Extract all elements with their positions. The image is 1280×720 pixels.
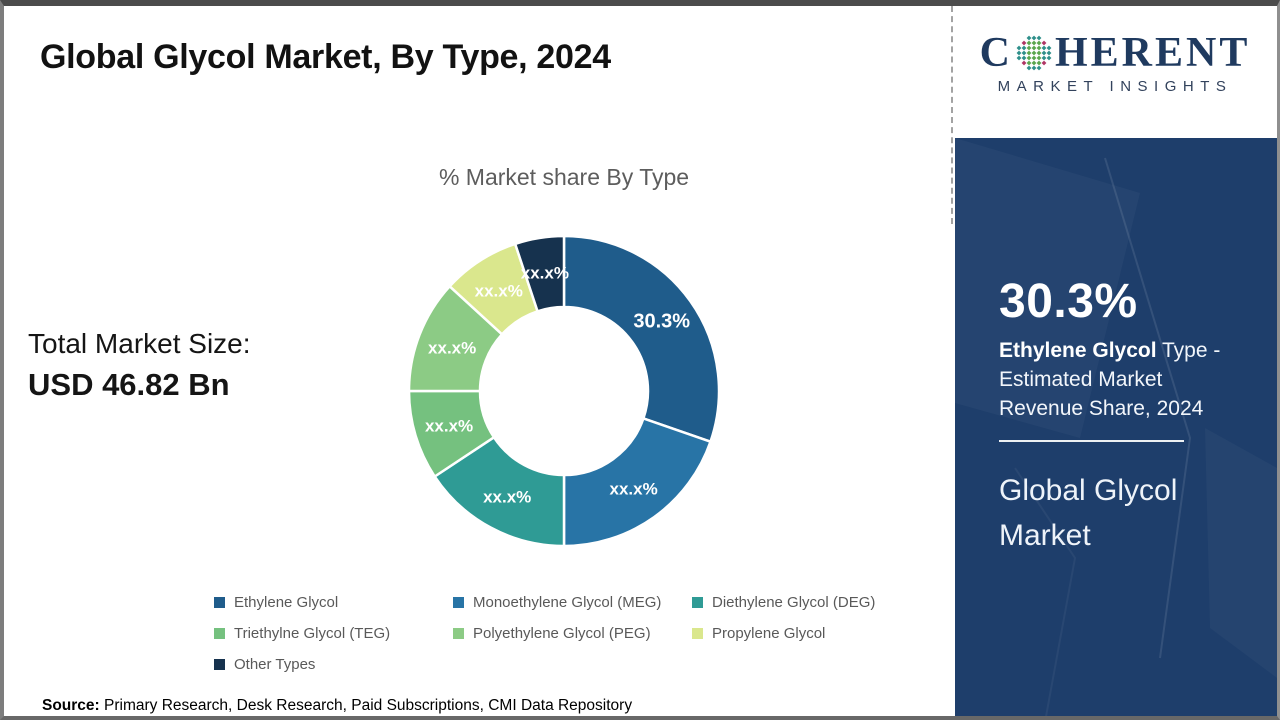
globe-dot <box>1041 45 1047 51</box>
donut-segment <box>562 234 721 443</box>
donut-segment-label: xx.x% <box>483 488 531 507</box>
globe-dot <box>1026 40 1032 46</box>
globe-dot <box>1031 65 1037 71</box>
donut-segment-label: 30.3% <box>633 310 690 332</box>
brand-logo-wordmark: C HERENT <box>953 32 1277 74</box>
brand-globe-icon <box>1016 35 1052 71</box>
globe-dot <box>1016 45 1022 51</box>
globe-dot <box>1021 60 1027 66</box>
legend-label: Diethylene Glycol (DEG) <box>712 593 876 611</box>
legend-swatch-icon <box>214 627 225 639</box>
legend-swatch-icon <box>453 596 464 608</box>
legend-swatch-icon <box>214 596 225 608</box>
globe-dot <box>1026 60 1032 66</box>
globe-dot <box>1036 50 1042 56</box>
globe-dot <box>1021 45 1027 51</box>
globe-dot <box>1021 40 1027 46</box>
legend-label: Triethylne Glycol (TEG) <box>234 624 391 642</box>
globe-dot <box>1036 35 1042 41</box>
globe-dot <box>1036 65 1042 71</box>
legend-swatch-icon <box>692 627 703 639</box>
brand-logo-letter-c: C <box>979 30 1013 76</box>
donut-chart-svg: 30.3%xx.x%xx.x%xx.x%xx.x%xx.x%xx.x% <box>407 234 721 548</box>
globe-dot <box>1036 45 1042 51</box>
globe-dot <box>1041 50 1047 56</box>
market-name: Global Glycol Market <box>999 473 1178 552</box>
legend-label: Polyethylene Glycol (PEG) <box>473 624 651 642</box>
donut-segment-label: xx.x% <box>425 417 473 436</box>
total-market-size-block: Total Market Size: USD 46.82 Bn <box>28 328 251 403</box>
legend-item: Monoethylene Glycol (MEG) <box>453 591 692 613</box>
highlight-stat-segment-name: Ethylene Glycol <box>999 339 1157 362</box>
globe-dot <box>1026 35 1032 41</box>
globe-dot <box>1036 40 1042 46</box>
globe-dot <box>1036 60 1042 66</box>
legend-item: Other Types <box>214 653 453 675</box>
sidebar-dashed-divider <box>951 6 953 224</box>
globe-dot <box>1031 35 1037 41</box>
legend-label: Other Types <box>234 655 316 673</box>
globe-dot <box>1041 55 1047 61</box>
main-content: Global Glycol Market, By Type, 2024 % Ma… <box>4 6 951 716</box>
legend-label: Monoethylene Glycol (MEG) <box>473 593 662 611</box>
donut-segment-label: xx.x% <box>610 480 658 499</box>
source-line: Source: Primary Research, Desk Research,… <box>42 697 632 715</box>
donut-segment <box>562 417 712 548</box>
globe-dot <box>1026 65 1032 71</box>
page-title: Global Glycol Market, By Type, 2024 <box>40 38 611 76</box>
globe-dot <box>1046 45 1052 51</box>
highlight-stat-suffix: Type - Estimated Market Revenue Share, 2… <box>999 339 1221 420</box>
brand-logo-subtitle: MARKET INSIGHTS <box>997 78 1233 95</box>
legend-swatch-icon <box>214 658 225 670</box>
globe-dot <box>1021 50 1027 56</box>
donut-segment-label: xx.x% <box>428 339 476 358</box>
globe-dot <box>1046 55 1052 61</box>
legend-item: Triethylne Glycol (TEG) <box>214 622 453 644</box>
globe-dot <box>1031 45 1037 51</box>
source-label: Source: <box>42 697 100 714</box>
globe-dot <box>1016 55 1022 61</box>
globe-dot <box>1021 55 1027 61</box>
legend-item: Polyethylene Glycol (PEG) <box>453 622 692 644</box>
highlight-stat-description: Ethylene Glycol Type - Estimated Market … <box>999 337 1241 424</box>
globe-dot <box>1031 60 1037 66</box>
legend-label: Ethylene Glycol <box>234 593 339 611</box>
map-texture-decoration <box>1014 157 1192 716</box>
highlight-stat-value: 30.3% <box>999 275 1138 328</box>
total-market-size-label: Total Market Size: <box>28 328 251 359</box>
globe-dot <box>1036 55 1042 61</box>
brand-logo-word-rest: HERENT <box>1054 30 1251 76</box>
legend-swatch-icon <box>453 627 464 639</box>
sidebar: C HERENT MARKET INSIGHTS 30.3% Ethylene … <box>951 6 1277 716</box>
chart-title: % Market share By Type <box>438 164 690 190</box>
sidebar-content: 30.3% Ethylene Glycol Type - Estimated M… <box>955 138 1277 558</box>
globe-dot <box>1026 45 1032 51</box>
sidebar-panel: 30.3% Ethylene Glycol Type - Estimated M… <box>955 138 1277 716</box>
globe-dot <box>1026 50 1032 56</box>
donut-segment <box>513 234 566 313</box>
globe-dot <box>1016 50 1022 56</box>
globe-dot <box>1031 55 1037 61</box>
globe-dot <box>1041 60 1047 66</box>
source-text: Primary Research, Desk Research, Paid Su… <box>99 697 633 714</box>
globe-dot <box>1031 40 1037 46</box>
legend-item: Ethylene Glycol <box>214 591 453 613</box>
legend-item: Propylene Glycol <box>692 622 934 644</box>
legend-swatch-icon <box>692 596 703 608</box>
donut-chart: 30.3% xx.x% xx.x% xx.x% xx.x% xx.x% xx.x% <box>389 216 739 566</box>
legend-item: Diethylene Glycol (DEG) <box>692 591 934 613</box>
chart-legend: Ethylene Glycol Monoethylene Glycol (MEG)… <box>214 591 934 675</box>
globe-dot <box>1046 50 1052 56</box>
legend-label: Propylene Glycol <box>712 624 826 642</box>
globe-dot <box>1031 50 1037 56</box>
globe-dot <box>1026 55 1032 61</box>
donut-segment-label: xx.x% <box>521 264 569 283</box>
globe-dot <box>1041 40 1047 46</box>
brand-logo: C HERENT MARKET INSIGHTS <box>953 6 1277 138</box>
stat-underline-rule <box>999 439 1184 442</box>
donut-segment-label: xx.x% <box>475 281 523 300</box>
total-market-size-value: USD 46.82 Bn <box>28 367 230 402</box>
